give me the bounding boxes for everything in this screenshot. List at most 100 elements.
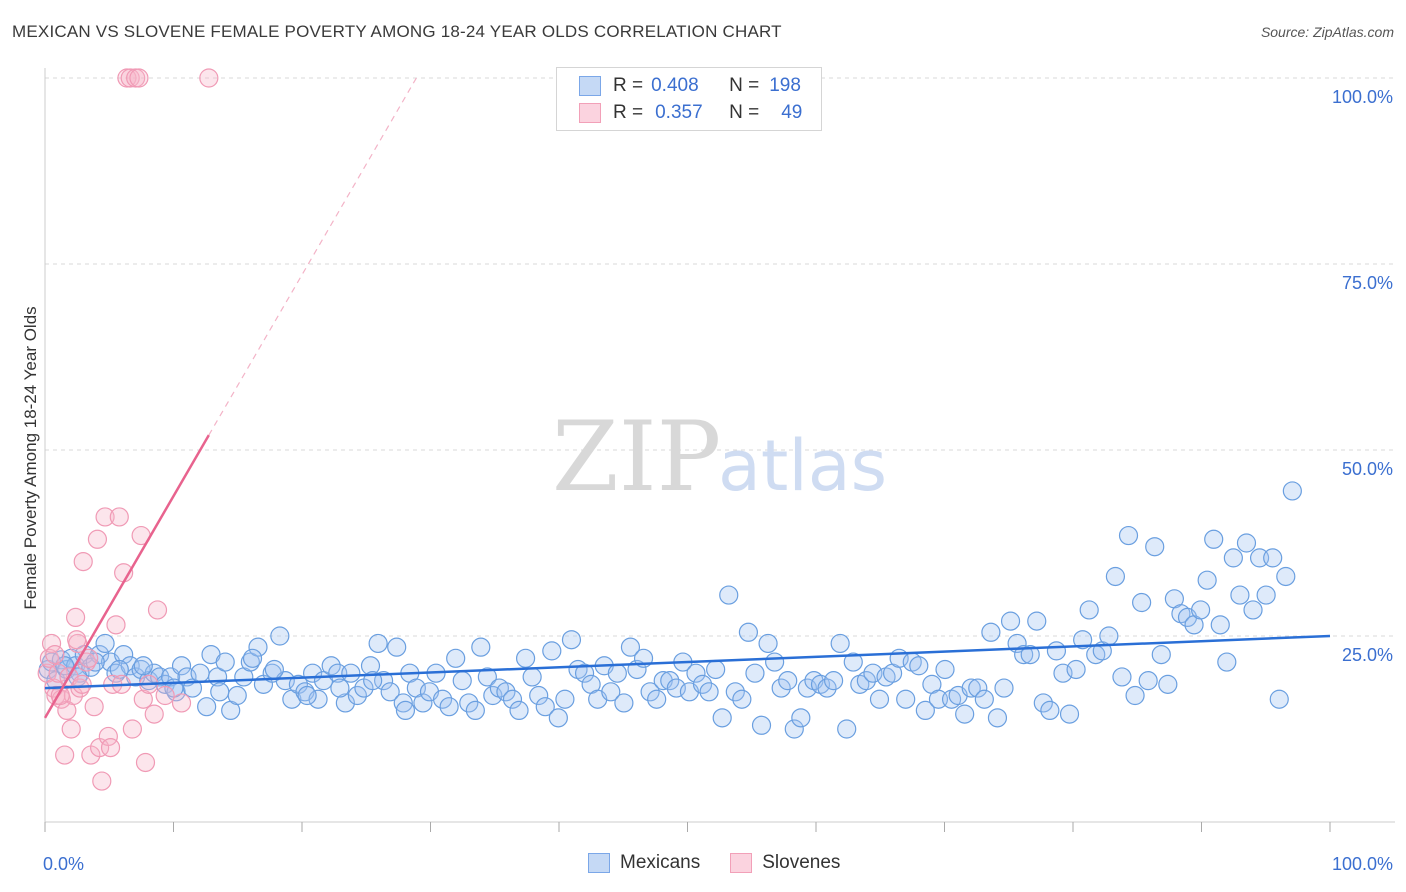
- data-point-mexicans: [1243, 600, 1263, 620]
- legend-item-slovenes[interactable]: Slovenes: [730, 852, 840, 874]
- data-point-mexicans: [1269, 689, 1289, 709]
- legend-swatch-mexicans: [579, 76, 601, 96]
- watermark-atlas: atlas: [718, 425, 887, 507]
- data-point-mexicans: [1099, 626, 1119, 646]
- data-point-mexicans: [640, 682, 660, 702]
- chart-title: MEXICAN VS SLOVENE FEMALE POVERTY AMONG …: [12, 22, 782, 41]
- data-point-mexicans: [574, 663, 595, 683]
- data-point-mexicans: [1158, 674, 1178, 694]
- series-legend: Mexicans Slovenes: [588, 852, 870, 874]
- data-point-mexicans: [548, 708, 568, 728]
- gridlines: [45, 77, 1395, 637]
- data-point-mexicans: [1217, 652, 1237, 672]
- data-point-mexicans: [210, 682, 230, 702]
- legend-r-label: R =: [613, 75, 644, 96]
- x-tick-label: 0.0%: [43, 854, 84, 874]
- data-point-mexicans: [395, 700, 416, 721]
- data-point-slovenes: [171, 693, 192, 713]
- data-point-mexicans: [699, 682, 719, 702]
- data-point-mexicans: [215, 652, 235, 672]
- legend-n-value: 198: [769, 75, 801, 96]
- data-point-slovenes: [95, 507, 115, 527]
- data-point-mexicans: [297, 685, 317, 706]
- data-point-mexicans: [1263, 548, 1283, 568]
- data-point-slovenes: [129, 68, 149, 88]
- data-point-mexicans: [328, 663, 348, 683]
- data-point-mexicans: [368, 633, 388, 654]
- data-point-slovenes: [199, 68, 219, 88]
- data-point-slovenes: [55, 745, 75, 765]
- x-tick-label: 100.0%: [1332, 854, 1393, 874]
- data-point-slovenes: [45, 644, 65, 665]
- data-point-mexicans: [974, 689, 994, 709]
- data-point-mexicans: [614, 693, 634, 713]
- data-point-mexicans: [1033, 693, 1053, 713]
- data-point-slovenes: [147, 600, 168, 620]
- trend-line-slovenes-extension: [208, 77, 417, 436]
- data-point-mexicans: [321, 656, 341, 676]
- data-point-mexicans: [1079, 600, 1099, 620]
- data-point-mexicans: [496, 682, 516, 702]
- data-point-mexicans: [791, 708, 811, 728]
- trend-line-slovenes: [43, 434, 210, 719]
- data-point-mexicans: [607, 663, 627, 683]
- data-point-mexicans: [264, 659, 284, 680]
- data-point-slovenes: [48, 663, 68, 683]
- data-point-mexicans: [1118, 525, 1139, 546]
- data-point-mexicans: [994, 678, 1014, 698]
- data-point-mexicans: [955, 704, 975, 724]
- data-point-mexicans: [561, 630, 582, 650]
- legend-item-mexicans[interactable]: Mexicans: [588, 852, 700, 874]
- data-point-mexicans: [620, 637, 641, 657]
- data-point-mexicans: [1276, 566, 1296, 587]
- data-point-mexicans: [439, 697, 459, 717]
- x-tick-labels: 0.0% 100.0%: [43, 854, 1393, 874]
- y-tick-labels: 25.0% 50.0% 75.0% 100.0%: [1332, 87, 1393, 665]
- data-point-mexicans: [1249, 548, 1270, 568]
- data-point-mexicans: [1000, 611, 1021, 631]
- data-point-slovenes: [92, 771, 112, 791]
- data-point-mexicans: [95, 633, 115, 654]
- data-point-mexicans: [738, 622, 759, 642]
- y-axis-label: Female Poverty Among 18-24 Year Olds: [21, 306, 40, 609]
- legend-swatch-mexicans: [588, 853, 610, 873]
- legend-swatch-slovenes: [730, 853, 753, 873]
- data-point-mexicans: [1236, 533, 1257, 553]
- y-tick-label: 100.0%: [1332, 87, 1393, 107]
- data-point-slovenes: [87, 529, 108, 549]
- data-point-mexicans: [830, 633, 850, 654]
- data-point-mexicans: [843, 652, 863, 672]
- data-point-mexicans: [471, 637, 491, 657]
- data-point-mexicans: [771, 678, 791, 698]
- data-point-mexicans: [987, 708, 1008, 728]
- data-point-mexicans: [114, 644, 134, 665]
- data-point-mexicans: [446, 648, 466, 668]
- chart-source: Source: ZipAtlas.com: [1260, 24, 1394, 40]
- data-point-mexicans: [1145, 537, 1165, 557]
- data-point-mexicans: [542, 641, 562, 661]
- data-point-mexicans: [1014, 644, 1034, 665]
- data-point-mexicans: [242, 648, 263, 668]
- data-point-mexicans: [432, 689, 453, 709]
- data-point-mexicans: [647, 689, 667, 709]
- data-point-mexicans: [1040, 700, 1060, 721]
- data-point-mexicans: [719, 585, 739, 605]
- legend-label-slovenes: Slovenes: [762, 852, 841, 873]
- data-point-mexicans: [1020, 644, 1040, 665]
- data-point-mexicans: [1223, 548, 1243, 568]
- data-point-mexicans: [896, 689, 916, 709]
- data-point-mexicans: [248, 637, 268, 657]
- legend-swatch-slovenes: [579, 103, 601, 123]
- data-point-mexicans: [347, 685, 367, 706]
- data-point-mexicans: [509, 700, 529, 721]
- data-point-mexicans: [535, 697, 555, 717]
- data-point-mexicans: [692, 674, 713, 694]
- data-point-mexicans: [1151, 644, 1171, 665]
- data-point-mexicans: [837, 719, 857, 739]
- legend-row-slovenes: R = 0.357 N = 49: [579, 101, 802, 125]
- data-point-mexicans: [380, 682, 400, 702]
- data-point-mexicans: [968, 678, 988, 698]
- data-point-mexicans: [373, 671, 394, 691]
- data-point-mexicans: [1282, 481, 1302, 501]
- data-point-mexicans: [1046, 641, 1067, 661]
